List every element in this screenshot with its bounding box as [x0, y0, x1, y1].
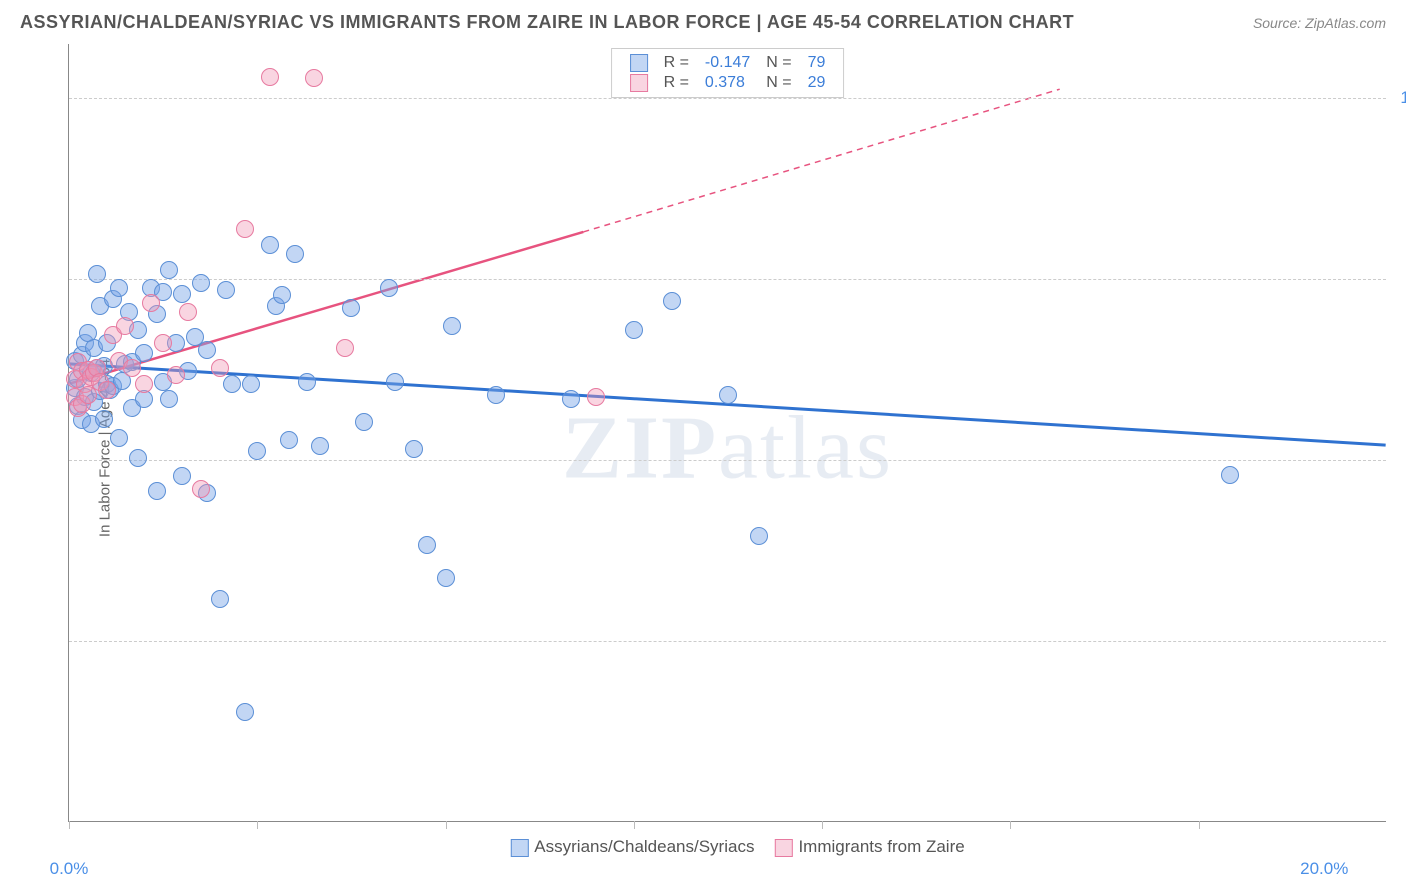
gridline-h — [69, 641, 1386, 642]
data-point — [386, 373, 404, 391]
y-tick-label: 100.0% — [1400, 88, 1406, 108]
data-point — [562, 390, 580, 408]
data-point — [273, 286, 291, 304]
x-tick — [822, 821, 823, 829]
data-point — [236, 703, 254, 721]
data-point — [305, 69, 323, 87]
data-point — [405, 440, 423, 458]
data-point — [148, 482, 166, 500]
data-point — [160, 261, 178, 279]
x-tick — [69, 821, 70, 829]
data-point — [355, 413, 373, 431]
data-point — [123, 359, 141, 377]
data-point — [750, 527, 768, 545]
plot-area: ZIPatlas R =-0.147N =79R =0.378N =29 Ass… — [68, 44, 1386, 822]
data-point — [110, 429, 128, 447]
data-point — [211, 359, 229, 377]
data-point — [437, 569, 455, 587]
data-point — [342, 299, 360, 317]
data-point — [443, 317, 461, 335]
data-point — [625, 321, 643, 339]
data-point — [286, 245, 304, 263]
data-point — [261, 68, 279, 86]
data-point — [311, 437, 329, 455]
x-tick — [257, 821, 258, 829]
data-point — [110, 279, 128, 297]
data-point — [98, 381, 116, 399]
correlation-legend: R =-0.147N =79R =0.378N =29 — [611, 48, 845, 98]
data-point — [211, 590, 229, 608]
data-point — [173, 467, 191, 485]
gridline-h — [69, 279, 1386, 280]
x-tick — [634, 821, 635, 829]
data-point — [95, 410, 113, 428]
x-tick — [446, 821, 447, 829]
data-point — [192, 274, 210, 292]
x-tick — [1010, 821, 1011, 829]
data-point — [129, 449, 147, 467]
data-point — [242, 375, 260, 393]
gridline-h — [69, 460, 1386, 461]
series-legend: Assyrians/Chaldeans/SyriacsImmigrants fr… — [490, 837, 964, 857]
source-label: Source: ZipAtlas.com — [1253, 15, 1386, 31]
data-point — [336, 339, 354, 357]
data-point — [173, 285, 191, 303]
data-point — [487, 386, 505, 404]
x-tick-label: 0.0% — [50, 859, 89, 879]
data-point — [719, 386, 737, 404]
gridline-h — [69, 98, 1386, 99]
x-tick — [1199, 821, 1200, 829]
data-point — [587, 388, 605, 406]
chart-container: In Labor Force | Age 45-54 ZIPatlas R =-… — [20, 44, 1386, 852]
data-point — [192, 480, 210, 498]
data-point — [179, 303, 197, 321]
data-point — [663, 292, 681, 310]
data-point — [280, 431, 298, 449]
data-point — [380, 279, 398, 297]
data-point — [1221, 466, 1239, 484]
data-point — [248, 442, 266, 460]
trend-lines-svg — [69, 44, 1386, 821]
data-point — [418, 536, 436, 554]
data-point — [88, 265, 106, 283]
data-point — [135, 344, 153, 362]
data-point — [135, 375, 153, 393]
data-point — [198, 341, 216, 359]
data-point — [142, 294, 160, 312]
data-point — [167, 366, 185, 384]
data-point — [236, 220, 254, 238]
x-tick-label: 20.0% — [1300, 859, 1348, 879]
data-point — [223, 375, 241, 393]
data-point — [217, 281, 235, 299]
data-point — [154, 334, 172, 352]
data-point — [261, 236, 279, 254]
data-point — [116, 317, 134, 335]
chart-title: ASSYRIAN/CHALDEAN/SYRIAC VS IMMIGRANTS F… — [20, 12, 1074, 33]
data-point — [298, 373, 316, 391]
data-point — [160, 390, 178, 408]
